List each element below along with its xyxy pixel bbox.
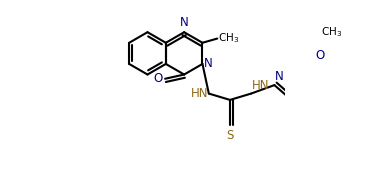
Text: S: S xyxy=(226,129,234,142)
Text: HN: HN xyxy=(252,79,270,92)
Text: N: N xyxy=(204,57,212,70)
Text: CH$_3$: CH$_3$ xyxy=(321,26,342,39)
Text: CH$_3$: CH$_3$ xyxy=(218,32,240,45)
Text: O: O xyxy=(153,72,162,85)
Text: N: N xyxy=(275,70,284,83)
Text: N: N xyxy=(180,15,188,29)
Text: O: O xyxy=(315,49,324,62)
Text: HN: HN xyxy=(190,87,208,100)
